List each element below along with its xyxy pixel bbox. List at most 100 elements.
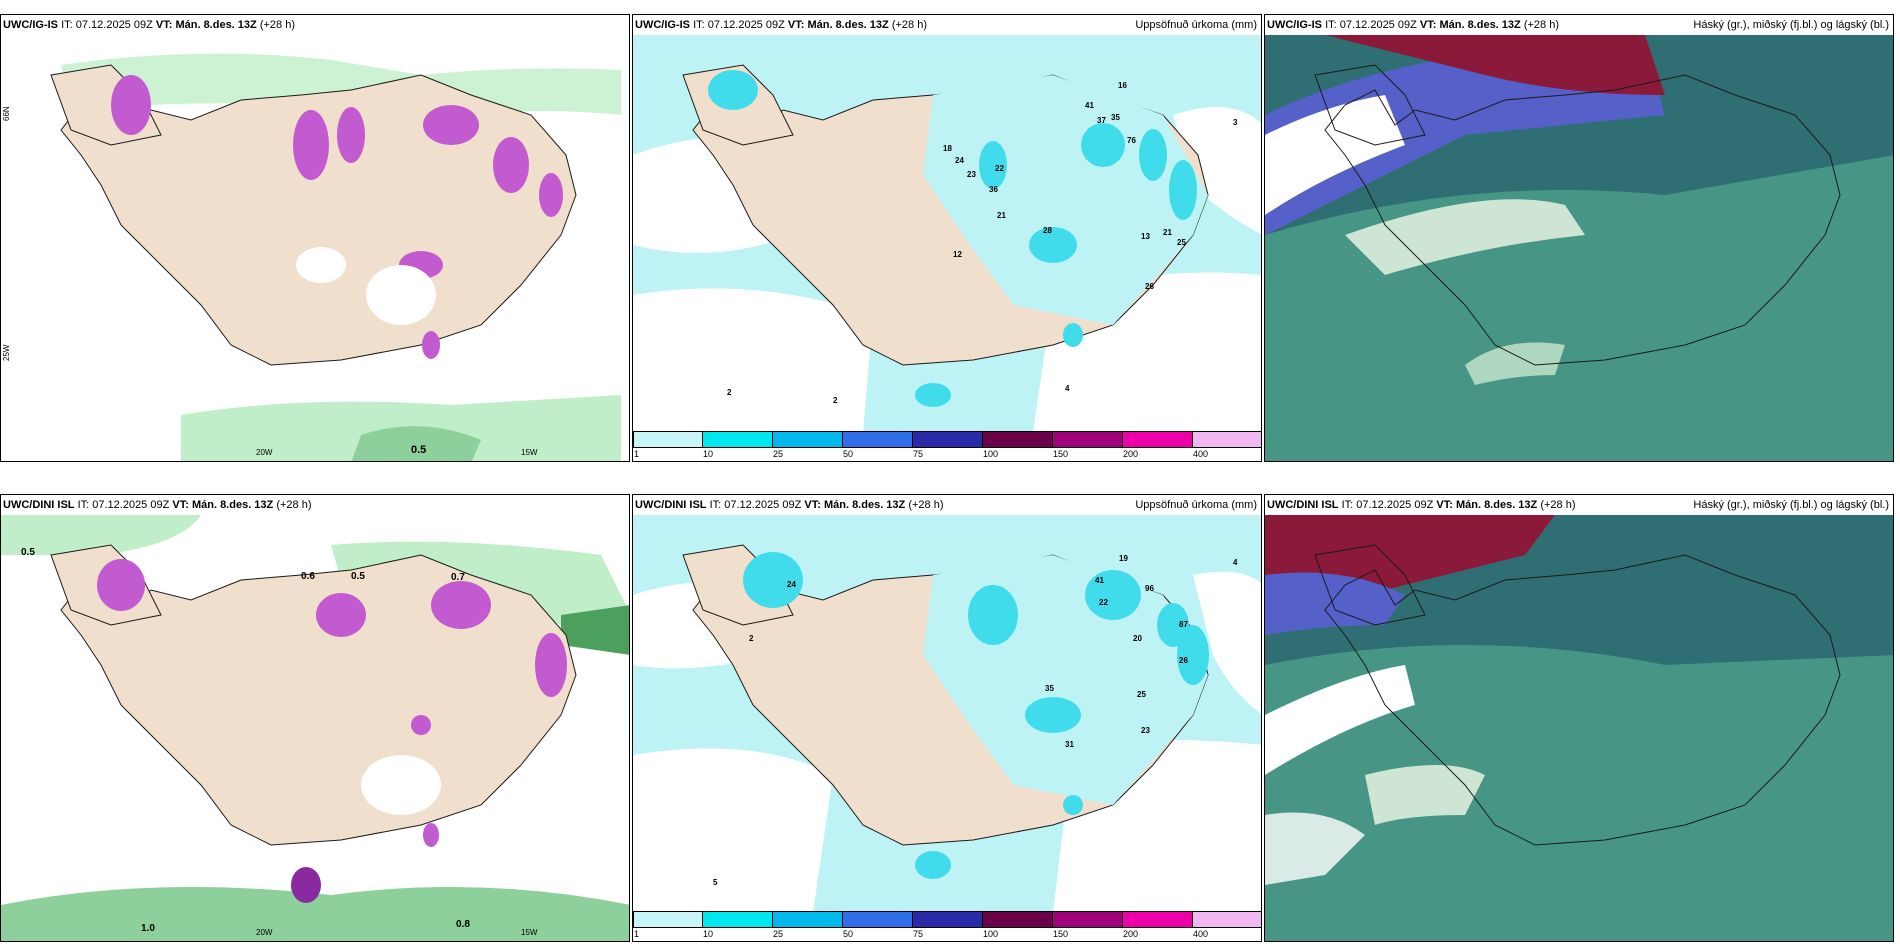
colorbar-label: 50 [843,449,854,459]
colorbar-swatch-1 [633,431,703,448]
init-time: 07.12.2025 09Z [92,499,170,511]
svg-text:41: 41 [1085,101,1094,110]
colorbar-label: 150 [1053,449,1069,459]
snow-label: 0.5 [411,444,426,456]
svg-text:0.8: 0.8 [456,919,470,930]
svg-text:76: 76 [1127,136,1136,145]
colorbar-swatch-75 [913,911,983,928]
svg-text:4: 4 [1233,558,1238,567]
colorbar-label: 75 [913,449,924,459]
svg-text:1.0: 1.0 [141,923,155,934]
svg-text:16: 16 [1118,81,1127,90]
svg-text:26: 26 [1179,656,1188,665]
panel-variable-title: Uppsöfnuð úrkoma (mm) [1135,499,1257,511]
svg-text:20W: 20W [256,448,273,457]
cloud-map [1265,35,1893,461]
snow-map: 0.5 66N 25W 20W 15W [1,35,629,461]
cloud-map-panel-dini: UWC/DINI ISL IT: 07.12.2025 09Z VT: Mán.… [1264,494,1894,942]
precip-colorbar: 1 10 25 50 75 100 150 200 400 [633,431,1261,461]
svg-text:35: 35 [1111,113,1120,122]
svg-text:21: 21 [997,211,1006,220]
panel-variable-title: Háský (gr.), miðský (fj.bl.) og lágský (… [1693,19,1889,31]
svg-text:0.5: 0.5 [21,547,35,558]
svg-text:21: 21 [1163,228,1172,237]
svg-text:22: 22 [1099,598,1108,607]
colorbar-label: 100 [983,449,999,459]
colorbar-swatch-75 [913,431,983,448]
svg-text:20: 20 [1133,634,1142,643]
svg-text:31: 31 [1065,740,1074,749]
colorbar-label: 10 [703,929,714,939]
colorbar-label: 10 [703,449,714,459]
svg-text:19: 19 [1119,554,1128,563]
colorbar-label: 100 [983,929,999,939]
valid-time: Mán. 8.des. 13Z [823,499,906,511]
svg-text:15W: 15W [521,928,538,937]
svg-text:24: 24 [787,580,796,589]
colorbar-swatch-150 [1053,911,1123,928]
model-name: UWC/IG-IS [1267,19,1322,31]
colorbar-label: 25 [773,929,784,939]
svg-text:12: 12 [953,250,962,259]
svg-text:13: 13 [1141,232,1150,241]
init-time: 07.12.2025 09Z [707,19,785,31]
panel-header: UWC/IG-IS IT: 07.12.2025 09Z VT: Mán. 8.… [3,19,295,31]
precip-map: 16 41 37 35 76 18 24 23 22 36 28 12 21 1… [633,35,1261,433]
svg-text:25: 25 [1137,690,1146,699]
svg-text:22: 22 [995,164,1004,173]
colorbar-label: 1 [634,449,640,459]
valid-time: Mán. 8.des. 13Z [175,19,257,31]
colorbar-swatch-200 [1123,431,1193,448]
svg-text:23: 23 [1141,726,1150,735]
svg-text:3: 3 [1233,118,1238,127]
valid-time: Mán. 8.des. 13Z [1455,499,1538,511]
panel-variable-title: Háský (gr.), miðský (fj.bl.) og lágský (… [1693,499,1889,511]
init-time: 07.12.2025 09Z [724,499,802,511]
colorbar-swatch-100 [983,911,1053,928]
svg-text:28: 28 [1043,226,1052,235]
colorbar-swatch-50 [843,431,913,448]
model-name: UWC/IG-IS [3,19,58,31]
panel-header: UWC/IG-IS IT: 07.12.2025 09Z VT: Mán. 8.… [633,15,1261,35]
svg-text:24: 24 [955,156,964,165]
svg-text:25: 25 [1177,238,1186,247]
svg-text:4: 4 [1065,384,1070,393]
model-name: UWC/IG-IS [635,19,690,31]
panel-header: UWC/IG-IS IT: 07.12.2025 09Z VT: Mán. 8.… [1265,15,1893,35]
svg-text:36: 36 [989,185,998,194]
svg-text:15W: 15W [521,448,538,457]
init-time: 07.12.2025 09Z [75,19,153,31]
svg-text:0.7: 0.7 [451,572,465,583]
precip-map-panel-dini: UWC/DINI ISL IT: 07.12.2025 09Z VT: Mán.… [632,494,1262,942]
colorbar-swatch-400 [1193,911,1261,928]
colorbar-swatch-200 [1123,911,1193,928]
colorbar-swatch-25 [773,431,843,448]
svg-text:5: 5 [713,878,718,887]
svg-text:25W: 25W [2,344,11,361]
svg-text:66N: 66N [2,106,11,121]
panel-header: UWC/DINI ISL IT: 07.12.2025 09Z VT: Mán.… [633,495,1261,515]
snow-map: 0.5 0.5 0.6 0.7 1.0 0.8 20W 15W [1,515,629,941]
valid-time: Mán. 8.des. 13Z [807,19,889,31]
svg-text:26: 26 [1145,282,1154,291]
colorbar-swatch-10 [703,911,773,928]
svg-text:0.6: 0.6 [301,571,315,582]
colorbar-label: 1 [634,929,640,939]
snow-map-panel-igis: UWC/IG-IS IT: 07.12.2025 09Z VT: Mán. 8.… [0,14,630,462]
panel-header: UWC/DINI ISL IT: 07.12.2025 09Z VT: Mán.… [1265,495,1893,515]
svg-text:96: 96 [1145,584,1154,593]
colorbar-swatch-100 [983,431,1053,448]
colorbar-swatch-150 [1053,431,1123,448]
svg-text:2: 2 [749,634,754,643]
model-name: UWC/DINI ISL [635,499,707,511]
init-time: 07.12.2025 09Z [1356,499,1434,511]
precip-map: 19 41 96 24 22 20 87 35 26 25 23 31 2 4 … [633,515,1261,913]
svg-text:2: 2 [833,396,838,405]
colorbar-label: 75 [913,929,924,939]
svg-text:2: 2 [727,388,732,397]
colorbar-label: 150 [1053,929,1069,939]
colorbar-label: 200 [1123,929,1139,939]
cloud-map-panel-igis: UWC/IG-IS IT: 07.12.2025 09Z VT: Mán. 8.… [1264,14,1894,462]
svg-text:41: 41 [1095,576,1104,585]
colorbar-swatch-10 [703,431,773,448]
